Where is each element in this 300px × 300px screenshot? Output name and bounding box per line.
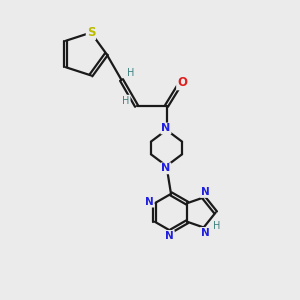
Text: N: N (201, 187, 210, 197)
Text: H: H (214, 221, 221, 231)
Text: H: H (128, 68, 135, 78)
Text: H: H (122, 96, 130, 106)
Text: N: N (161, 164, 170, 173)
Text: N: N (145, 197, 154, 207)
Text: O: O (177, 76, 187, 89)
Text: N: N (161, 124, 170, 134)
Text: S: S (87, 26, 95, 39)
Text: N: N (165, 231, 174, 241)
Text: N: N (201, 228, 210, 238)
